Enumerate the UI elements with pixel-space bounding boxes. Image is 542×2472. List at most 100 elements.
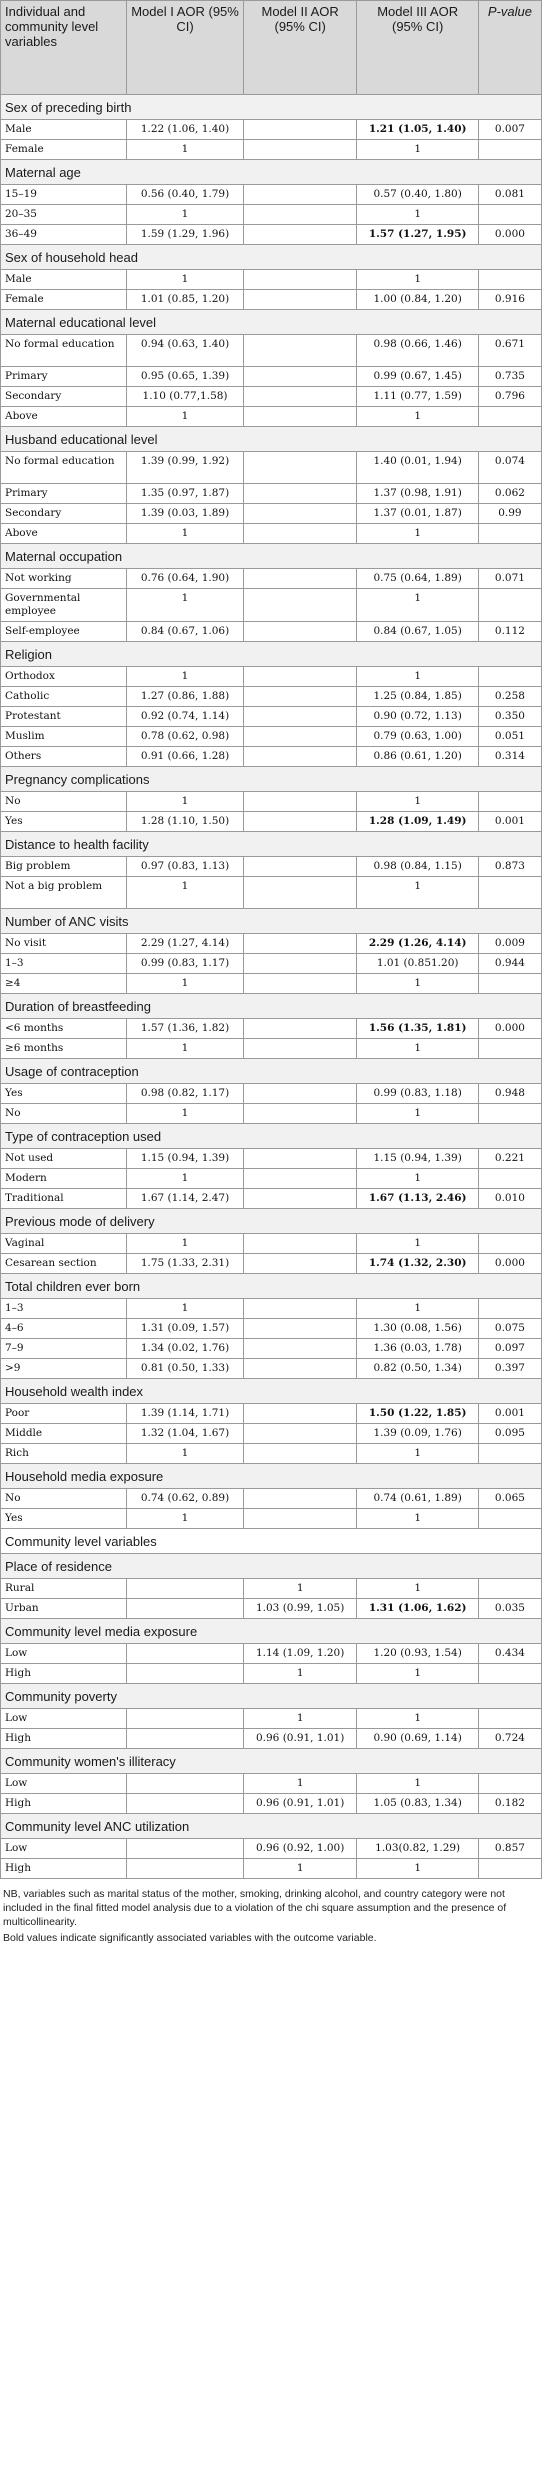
model-2-aor-cell: 1 [242, 1663, 358, 1684]
table-row: Primary 1.35 (0.97, 1.87) 1.37 (0.98, 1.91… [0, 483, 542, 504]
model-2-aor-cell [242, 224, 358, 245]
model-3-aor-cell: 1 [356, 1773, 479, 1794]
model-3-aor-cell: 1.03(0.82, 1.29) [356, 1838, 479, 1859]
model-3-aor-cell: 1 [356, 588, 479, 622]
model-3-aor-cell: 1 [356, 269, 479, 290]
variable-category-cell: No formal education [0, 451, 128, 484]
model-3-aor-cell: 1.40 (0.01, 1.94) [356, 451, 479, 484]
section-title: Sex of preceding birth [0, 94, 542, 120]
p-value-cell: 0.258 [477, 686, 542, 707]
p-value-cell [477, 204, 542, 225]
model-2-aor-cell [242, 1233, 358, 1254]
model-1-aor-cell: 0.74 (0.62, 0.89) [126, 1488, 244, 1509]
variable-category-cell: Primary [0, 366, 128, 387]
variable-category-cell: Catholic [0, 686, 128, 707]
table-row: Low 1 1 [0, 1708, 542, 1729]
model-1-aor-cell: 0.95 (0.65, 1.39) [126, 366, 244, 387]
table-row: No 1 1 [0, 1103, 542, 1124]
table-row: Primary 0.95 (0.65, 1.39) 0.99 (0.67, 1.45… [0, 366, 542, 387]
model-1-aor-cell: 1.75 (1.33, 2.31) [126, 1253, 244, 1274]
section-header-row: Place of residence [0, 1553, 542, 1579]
model-3-aor-cell: 1 [356, 666, 479, 687]
model-1-aor-cell: 1.31 (0.09, 1.57) [126, 1318, 244, 1339]
table-row: Governmental employee 1 1 [0, 588, 542, 622]
model-1-aor-cell: 1 [126, 406, 244, 427]
variable-category-cell: Female [0, 139, 128, 160]
variable-category-cell: Self-employee [0, 621, 128, 642]
p-value-cell: 0.796 [477, 386, 542, 407]
table-row: Catholic 1.27 (0.86, 1.88) 1.25 (0.84, 1.8… [0, 686, 542, 707]
table-row: >9 0.81 (0.50, 1.33) 0.82 (0.50, 1.34) 0.39… [0, 1358, 542, 1379]
model-1-aor-cell: 1 [126, 588, 244, 622]
section-header-row: Duration of breastfeeding [0, 993, 542, 1019]
model-3-aor-cell: 0.90 (0.69, 1.14) [356, 1728, 479, 1749]
model-3-aor-cell: 0.99 (0.67, 1.45) [356, 366, 479, 387]
p-value-cell [477, 1508, 542, 1529]
table-row: Above 1 1 [0, 523, 542, 544]
table-row: 1–3 0.99 (0.83, 1.17) 1.01 (0.851.20) 0.944 [0, 953, 542, 974]
table-row: Not working 0.76 (0.64, 1.90) 0.75 (0.64, … [0, 568, 542, 589]
p-value-cell: 0.112 [477, 621, 542, 642]
model-3-aor-cell: 1 [356, 1443, 479, 1464]
section-header-row: Number of ANC visits [0, 908, 542, 934]
model-2-aor-cell [242, 568, 358, 589]
model-3-aor-cell: 0.98 (0.84, 1.15) [356, 856, 479, 877]
p-value-cell [477, 791, 542, 812]
variable-category-cell: No [0, 791, 128, 812]
model-2-aor-cell [242, 621, 358, 642]
table-row: Low 0.96 (0.92, 1.00) 1.03(0.82, 1.29) 0.85… [0, 1838, 542, 1859]
model-3-aor-cell: 1 [356, 406, 479, 427]
table-row: No 0.74 (0.62, 0.89) 0.74 (0.61, 1.89) 0.06… [0, 1488, 542, 1509]
section-header-row: Sex of household head [0, 244, 542, 270]
section-title: Maternal educational level [0, 309, 542, 335]
table-row: 20–35 1 1 [0, 204, 542, 225]
table-row: Yes 1 1 [0, 1508, 542, 1529]
header-model-1: Model I AOR (95% CI) [126, 0, 244, 95]
section-title: Community women's illiteracy [0, 1748, 542, 1774]
variable-category-cell: Others [0, 746, 128, 767]
variable-category-cell: Urban [0, 1598, 128, 1619]
p-value-cell [477, 1708, 542, 1729]
model-2-aor-cell [242, 1358, 358, 1379]
p-value-cell: 0.081 [477, 184, 542, 205]
model-1-aor-cell: 1 [126, 139, 244, 160]
model-3-aor-cell: 0.74 (0.61, 1.89) [356, 1488, 479, 1509]
model-1-aor-cell: 0.99 (0.83, 1.17) [126, 953, 244, 974]
model-3-aor-cell: 1 [356, 1038, 479, 1059]
variable-category-cell: Vaginal [0, 1233, 128, 1254]
model-2-aor-cell [242, 933, 358, 954]
variable-category-cell: High [0, 1858, 128, 1879]
table-row: 4–6 1.31 (0.09, 1.57) 1.30 (0.08, 1.56) 0.0… [0, 1318, 542, 1339]
variable-category-cell: Modern [0, 1168, 128, 1189]
p-value-cell [477, 406, 542, 427]
p-value-cell: 0.010 [477, 1188, 542, 1209]
section-title: Place of residence [0, 1553, 542, 1579]
p-value-cell [477, 1233, 542, 1254]
model-3-aor-cell: 1 [356, 1578, 479, 1599]
model-1-aor-cell [126, 1663, 244, 1684]
model-3-aor-cell: 1.39 (0.09, 1.76) [356, 1423, 479, 1444]
p-value-cell [477, 1103, 542, 1124]
model-1-aor-cell [126, 1858, 244, 1879]
model-3-aor-cell: 0.86 (0.61, 1.20) [356, 746, 479, 767]
model-3-aor-cell: 1 [356, 1708, 479, 1729]
table-row: <6 months 1.57 (1.36, 1.82) 1.56 (1.35, 1.… [0, 1018, 542, 1039]
model-1-aor-cell: 1.59 (1.29, 1.96) [126, 224, 244, 245]
model-2-aor-cell [242, 451, 358, 484]
variable-category-cell: 15–19 [0, 184, 128, 205]
table-row: Traditional 1.67 (1.14, 2.47) 1.67 (1.13, … [0, 1188, 542, 1209]
footnote-bold: Bold values indicate significantly assoc… [3, 1932, 377, 1944]
variable-category-cell: Cesarean section [0, 1253, 128, 1274]
model-1-aor-cell: 0.94 (0.63, 1.40) [126, 334, 244, 367]
section-header-row: Community level ANC utilization [0, 1813, 542, 1839]
model-2-aor-cell [242, 139, 358, 160]
p-value-cell: 0.350 [477, 706, 542, 727]
model-1-aor-cell: 1.35 (0.97, 1.87) [126, 483, 244, 504]
model-3-aor-cell: 1.11 (0.77, 1.59) [356, 386, 479, 407]
model-3-aor-cell: 1 [356, 1233, 479, 1254]
p-value-cell: 0.857 [477, 1838, 542, 1859]
p-value-cell: 0.062 [477, 483, 542, 504]
model-3-aor-cell: 1.36 (0.03, 1.78) [356, 1338, 479, 1359]
model-1-aor-cell: 0.98 (0.82, 1.17) [126, 1083, 244, 1104]
model-2-aor-cell: 0.96 (0.91, 1.01) [242, 1793, 358, 1814]
